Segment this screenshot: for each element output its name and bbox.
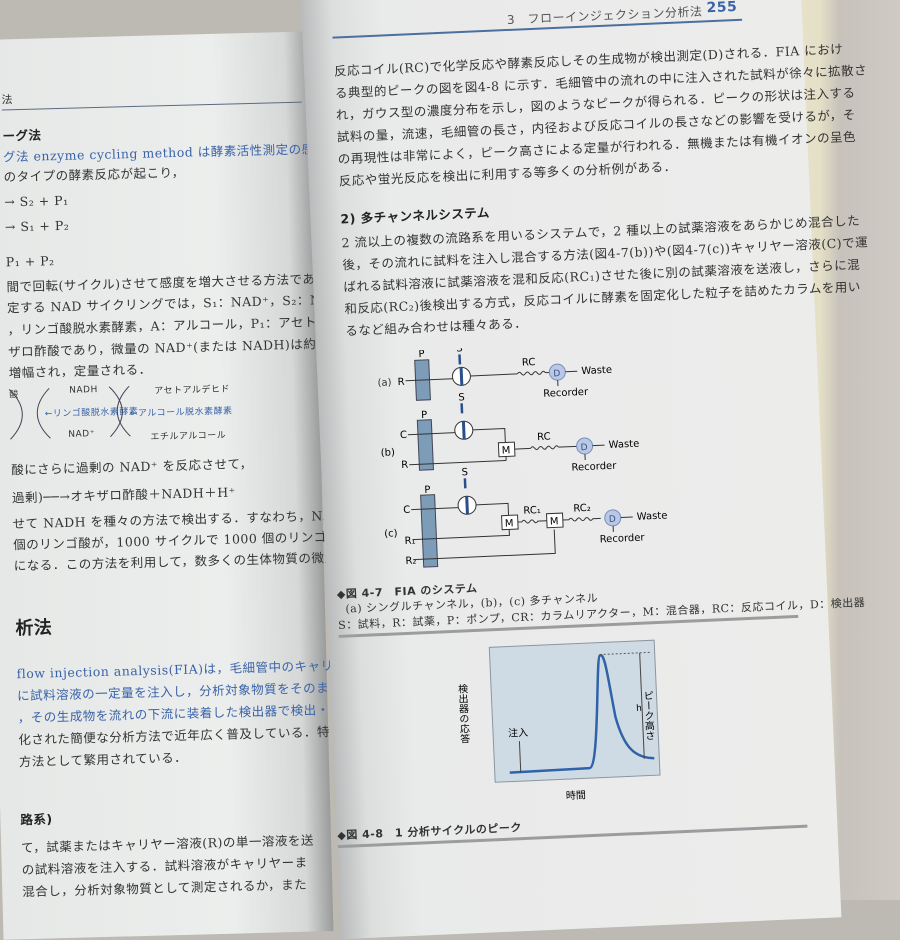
right-page: 3 フローインジェクション分析法 255 反応コイル(RC)で化学反応や酵素反応…: [300, 0, 841, 939]
text-line: → S₂ + P₁: [4, 193, 69, 210]
y-axis-label: 検出器の応答: [455, 682, 470, 744]
page-number: 255: [706, 0, 737, 16]
diagram-label: D: [609, 515, 616, 525]
diagram-label: Waste: [608, 439, 639, 451]
diagram-label: Recorder: [571, 461, 617, 474]
diagram-label: R₂: [405, 555, 416, 566]
diagram-label: S: [461, 467, 468, 478]
diagram-label: RC₂: [573, 503, 591, 515]
left-page: 法 ーグ法グ法 enzyme cycling method は酵素活性測定の感度…: [0, 31, 333, 939]
text-line: 化された簡便な分析方法で近年広く普及している．特: [18, 721, 330, 748]
subsection-title: 路系): [20, 808, 53, 828]
text-line: → S₁ + P₂: [5, 218, 70, 235]
injection-label: 注入: [508, 726, 529, 740]
diagram-label: R: [397, 377, 404, 388]
plot-area: [489, 640, 660, 782]
system-a: (a) R P S RC D Waste Recorder: [376, 338, 613, 407]
diagram-label: RC: [522, 357, 536, 369]
diagram-label: Recorder: [599, 532, 645, 545]
scheme-label: アセトアルデヒド: [154, 382, 230, 397]
diagram-label: (b): [380, 447, 395, 459]
text-line: ーグ法: [2, 124, 41, 144]
diagram-label: D: [553, 369, 560, 379]
text-line: 過剰)──→オキザロ酢酸＋NADH＋H⁺: [12, 481, 236, 506]
diagram-label: Waste: [637, 510, 668, 522]
diagram-label: RC: [537, 432, 551, 444]
diagram-label: D: [580, 443, 587, 453]
section-title: 析法: [15, 613, 53, 640]
label-a: (a): [377, 377, 391, 389]
diagram-label: S: [458, 392, 465, 403]
diagram-label: RC₁: [523, 505, 541, 517]
diagram-label: Waste: [581, 365, 612, 377]
diagram-label: S: [456, 343, 463, 354]
text-line: 混合し，分析対象物質として測定されるか，また: [22, 874, 307, 900]
diagram-label: R: [401, 460, 408, 471]
x-axis-label: 時間: [566, 789, 587, 802]
figure-4-8-peak: 検出器の応答 h ピーク高さ 注入 時間: [449, 634, 697, 824]
diagram-label: M: [550, 516, 559, 527]
diagram-label: P: [418, 349, 425, 360]
text-line: 酸にさらに過剰の NAD⁺ を反応させて，: [11, 453, 253, 478]
diagram-label: Recorder: [543, 387, 589, 400]
diagram-label: C: [400, 430, 407, 441]
diagram-label: M: [502, 445, 511, 456]
text-line: 増幅され，定量される．: [8, 359, 151, 382]
text-line: P₁ + P₂: [6, 253, 55, 269]
diagram-label: (c): [384, 528, 398, 540]
diagram-label: M: [505, 518, 514, 529]
diagram-label: R₁: [404, 535, 415, 546]
header-rule: [2, 102, 302, 111]
reaction-coil: [517, 371, 545, 375]
cycling-arrows: [4, 380, 166, 444]
section-heading: 2) 多チャンネルシステム: [340, 202, 490, 228]
running-head: 法: [1, 91, 13, 107]
system-c: (c) C R₁ R₂ P S M RC₁ M RC₂ D Waste: [381, 459, 669, 569]
text-line: るなど組み合わせは種々ある．: [345, 312, 528, 339]
figure-4-7-fia-system: (a) R P S RC D Waste Recorder (b) C R P: [376, 338, 716, 582]
diagram-label: C: [403, 505, 410, 516]
text-line: 方法として繁用されている．: [19, 747, 188, 770]
text-line: のタイプの酵素反応が起こり，: [3, 162, 185, 186]
